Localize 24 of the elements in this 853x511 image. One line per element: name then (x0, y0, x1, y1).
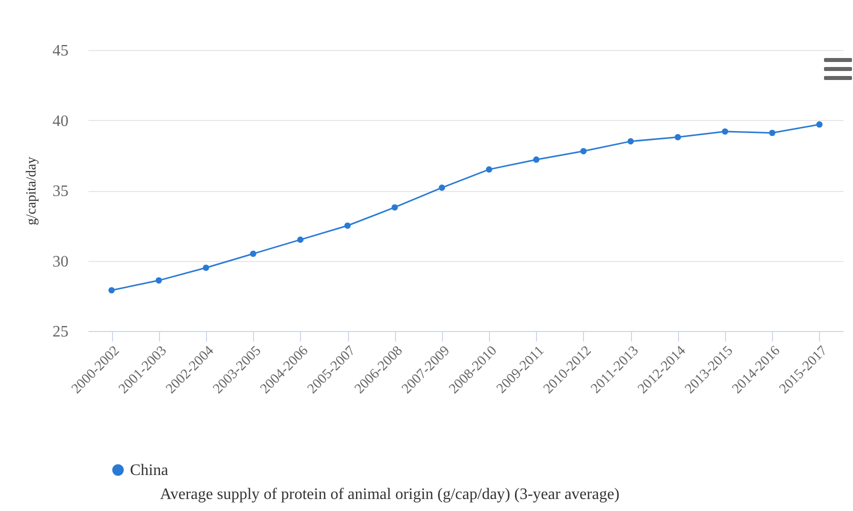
y-axis-title: g/capita/day (24, 156, 40, 226)
y-tick-label: 25 (52, 324, 68, 340)
point (674, 134, 682, 140)
point (533, 156, 540, 163)
y-tick-label: 40 (52, 112, 68, 130)
point (392, 204, 398, 211)
legend-label: China (130, 462, 168, 479)
point (769, 130, 776, 136)
point (627, 138, 634, 144)
point (250, 250, 256, 257)
point (580, 148, 587, 154)
point (156, 277, 162, 284)
text: Average supply of protein of animal origin (g/cap/day) (3-year average) (160, 486, 620, 504)
point (344, 222, 351, 229)
point (816, 121, 823, 128)
y-tick-label: 35 (52, 183, 68, 200)
point (202, 264, 210, 271)
y-tick-label: 30 (52, 253, 68, 270)
point (297, 236, 304, 243)
point (108, 287, 115, 294)
point (486, 166, 492, 173)
point (722, 128, 728, 135)
y-tick-label: 45 (52, 42, 68, 60)
point (438, 184, 446, 191)
